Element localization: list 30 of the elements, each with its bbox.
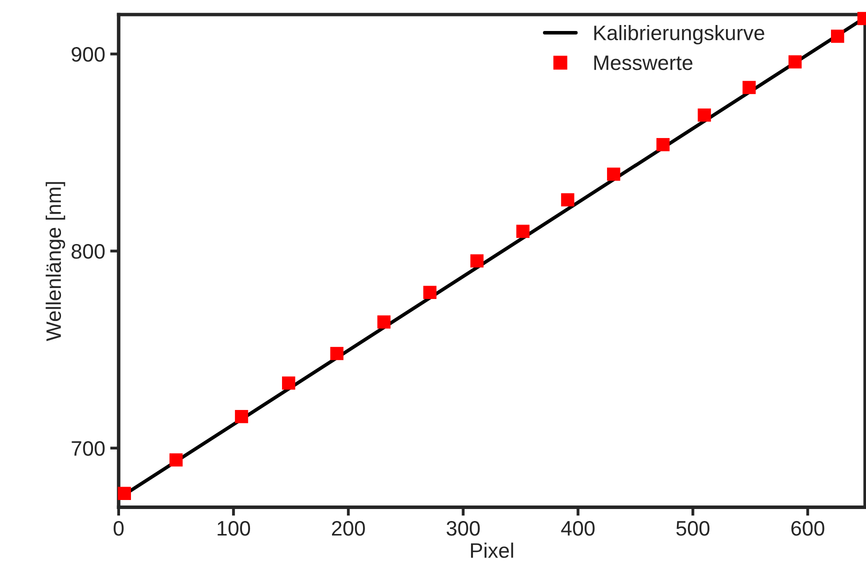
point bbox=[561, 193, 574, 206]
legend-label: Messwerte bbox=[594, 56, 692, 70]
x-tick-label: 0 bbox=[114, 520, 124, 536]
point bbox=[607, 168, 620, 181]
point bbox=[169, 453, 183, 467]
y-axis-title: Wellenlänge [nm] bbox=[46, 182, 66, 342]
x-tick-label: 100 bbox=[218, 520, 250, 536]
point bbox=[788, 55, 802, 68]
point bbox=[742, 80, 756, 94]
x-tick-label: 400 bbox=[561, 520, 595, 536]
point bbox=[118, 486, 131, 500]
point bbox=[830, 30, 844, 43]
point bbox=[282, 376, 296, 390]
x-tick-label: 300 bbox=[446, 520, 480, 536]
y-tick-label: 700 bbox=[72, 441, 105, 456]
x-axis-title: Pixel bbox=[471, 542, 514, 558]
y-tick-label: 800 bbox=[72, 244, 105, 259]
point bbox=[698, 108, 711, 122]
x-tick-label: 600 bbox=[791, 520, 824, 536]
point bbox=[470, 254, 484, 268]
legend-label: Kalibrierungskurve bbox=[594, 24, 764, 44]
x-tick-label: 500 bbox=[676, 520, 710, 536]
point bbox=[516, 224, 530, 238]
point bbox=[377, 315, 391, 329]
y-tick-label: 900 bbox=[72, 46, 105, 62]
x-tick-label: 200 bbox=[332, 520, 365, 536]
point bbox=[330, 346, 344, 360]
point bbox=[234, 410, 248, 424]
point bbox=[423, 286, 436, 300]
point bbox=[656, 138, 670, 152]
